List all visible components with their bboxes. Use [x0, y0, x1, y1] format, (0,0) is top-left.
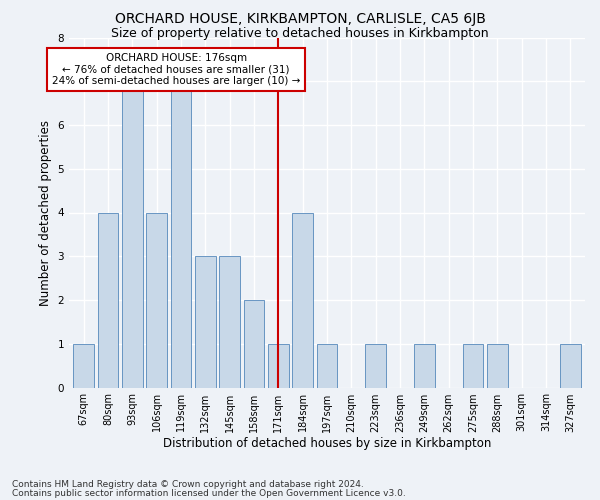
X-axis label: Distribution of detached houses by size in Kirkbampton: Distribution of detached houses by size … — [163, 438, 491, 450]
Text: Contains public sector information licensed under the Open Government Licence v3: Contains public sector information licen… — [12, 488, 406, 498]
Bar — [487, 344, 508, 388]
Bar — [195, 256, 215, 388]
Text: ORCHARD HOUSE, KIRKBAMPTON, CARLISLE, CA5 6JB: ORCHARD HOUSE, KIRKBAMPTON, CARLISLE, CA… — [115, 12, 485, 26]
Bar — [365, 344, 386, 388]
Bar — [98, 212, 118, 388]
Bar — [122, 81, 143, 388]
Text: Contains HM Land Registry data © Crown copyright and database right 2024.: Contains HM Land Registry data © Crown c… — [12, 480, 364, 489]
Y-axis label: Number of detached properties: Number of detached properties — [39, 120, 52, 306]
Bar — [146, 212, 167, 388]
Bar — [73, 344, 94, 388]
Bar — [414, 344, 435, 388]
Bar — [317, 344, 337, 388]
Bar — [170, 81, 191, 388]
Bar — [463, 344, 484, 388]
Text: ORCHARD HOUSE: 176sqm
← 76% of detached houses are smaller (31)
24% of semi-deta: ORCHARD HOUSE: 176sqm ← 76% of detached … — [52, 53, 300, 86]
Bar — [244, 300, 265, 388]
Bar — [292, 212, 313, 388]
Text: Size of property relative to detached houses in Kirkbampton: Size of property relative to detached ho… — [111, 28, 489, 40]
Bar — [219, 256, 240, 388]
Bar — [560, 344, 581, 388]
Bar — [268, 344, 289, 388]
